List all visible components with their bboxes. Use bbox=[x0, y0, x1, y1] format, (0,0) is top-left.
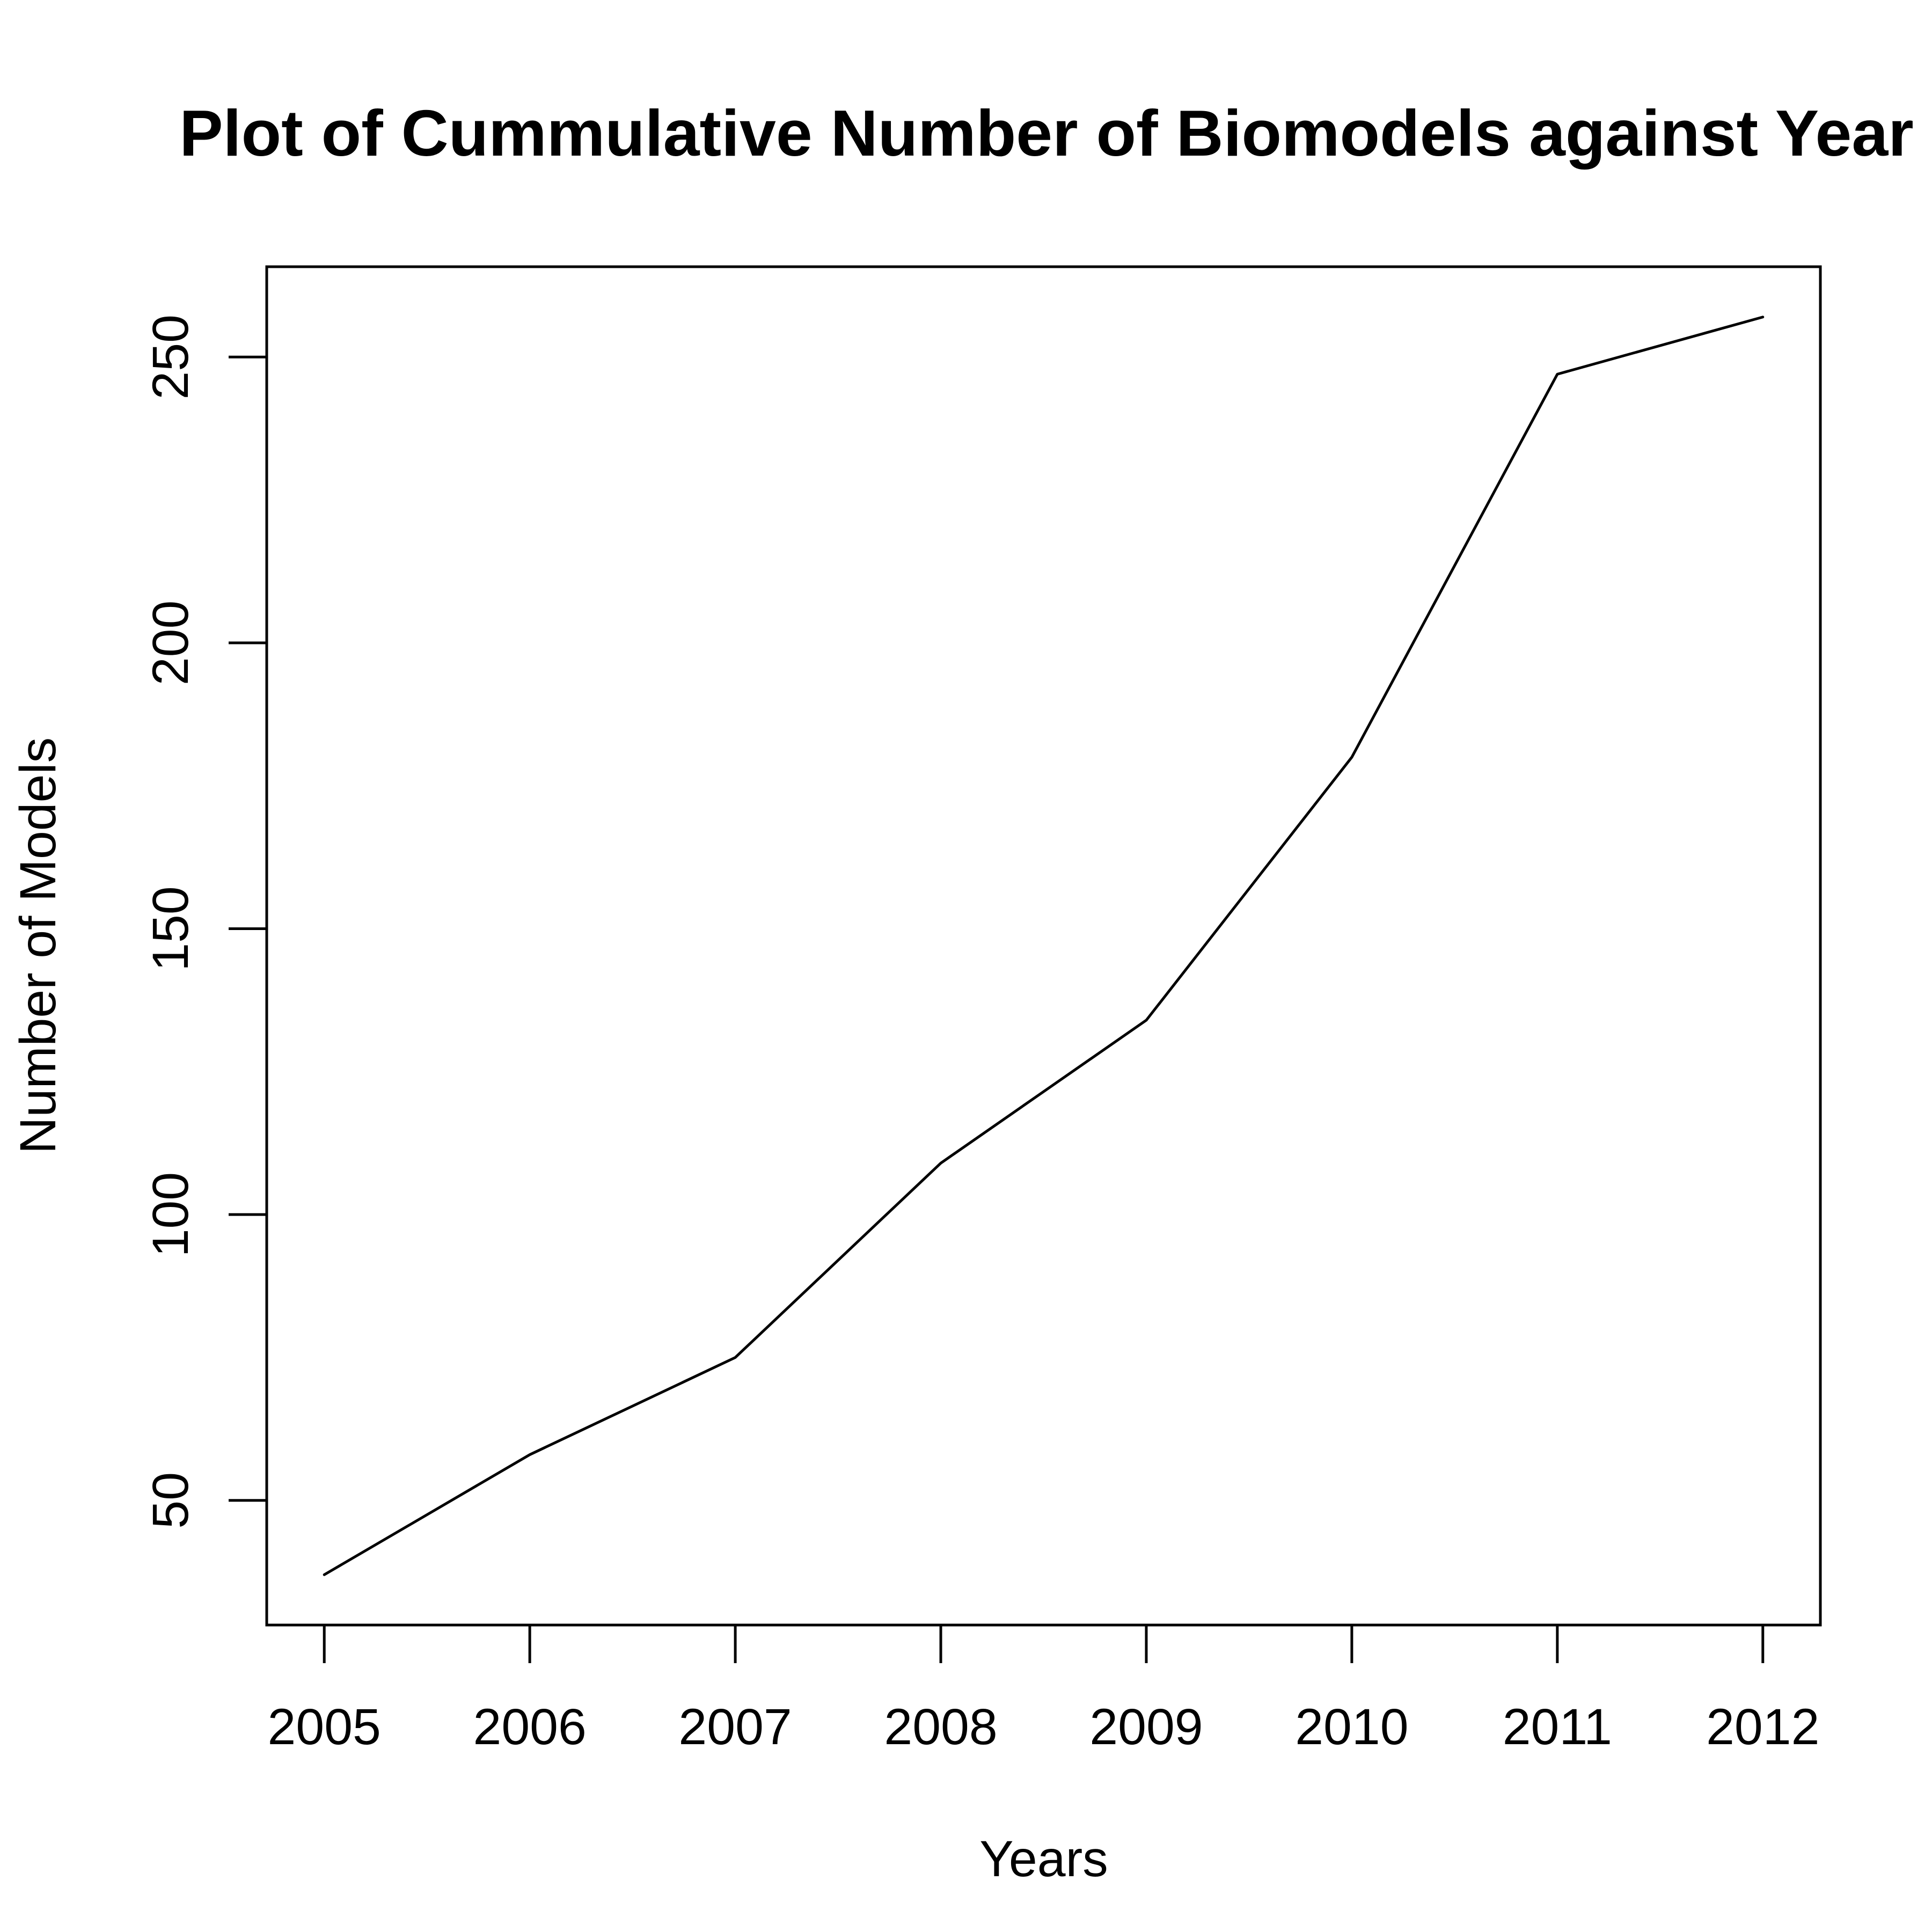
chart-title: Plot of Cummulative Number of Biomodels … bbox=[179, 97, 1913, 170]
x-tick-label: 2009 bbox=[1089, 1699, 1203, 1755]
y-tick-label: 100 bbox=[142, 1172, 199, 1257]
plot-frame bbox=[265, 265, 1822, 1627]
x-axis: 2005 2006 2007 2008 2009 2010 2011 2012 bbox=[268, 1623, 1820, 1755]
y-ticks bbox=[229, 355, 267, 1502]
x-tick-label: 2012 bbox=[1706, 1699, 1819, 1755]
y-tick-label: 50 bbox=[142, 1472, 199, 1529]
x-tick-label: 2008 bbox=[884, 1699, 997, 1755]
x-axis-label: Years bbox=[979, 1831, 1108, 1887]
x-tick-label: 2011 bbox=[1503, 1699, 1612, 1755]
y-tick-label: 150 bbox=[142, 886, 199, 971]
y-axis-label: Number of Models bbox=[10, 737, 67, 1154]
x-tick-label: 2007 bbox=[678, 1699, 792, 1755]
x-tick-label: 2005 bbox=[268, 1699, 381, 1755]
series-line bbox=[323, 316, 1765, 1576]
x-tick-labels: 2005 2006 2007 2008 2009 2010 2011 2012 bbox=[268, 1699, 1820, 1755]
x-tick-label: 2006 bbox=[473, 1699, 586, 1755]
x-ticks bbox=[323, 1625, 1765, 1663]
y-axis: 50 100 150 200 250 bbox=[142, 314, 268, 1529]
y-tick-label: 200 bbox=[142, 601, 199, 686]
x-tick-label: 2010 bbox=[1295, 1699, 1408, 1755]
y-tick-labels: 50 100 150 200 250 bbox=[142, 314, 199, 1529]
y-tick-label: 250 bbox=[142, 314, 199, 400]
